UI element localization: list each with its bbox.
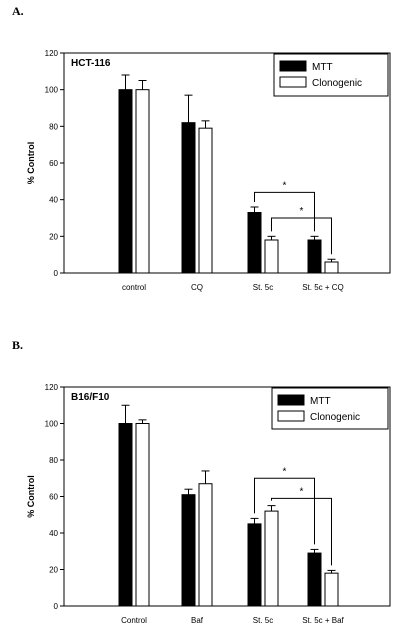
y-tick-label: 20	[49, 232, 58, 241]
y-axis-label: % Control	[26, 475, 36, 518]
category-label: St. 5c	[253, 283, 273, 292]
legend-swatch-clonogenic	[279, 76, 307, 88]
legend-label-clonogenic: Clonogenic	[312, 78, 362, 89]
y-tick-label: 20	[49, 566, 58, 575]
bar-mtt-0	[118, 423, 133, 607]
significance-star: *	[283, 466, 287, 477]
y-tick-label: 100	[45, 420, 59, 429]
chart-title: HCT-116	[71, 58, 111, 69]
bar-clonogenic-0	[135, 423, 150, 607]
legend-label-mtt: MTT	[310, 396, 331, 407]
category-label: St. 5c + CQ	[302, 283, 344, 292]
significance-bracket	[271, 217, 332, 255]
significance-bracket	[254, 477, 315, 545]
bar-clonogenic-1	[198, 483, 213, 607]
y-tick-label: 120	[45, 383, 59, 392]
y-tick-label: 40	[49, 529, 58, 538]
bar-mtt-3	[307, 239, 322, 274]
bar-clonogenic-0	[135, 89, 150, 274]
y-tick-label: 0	[54, 602, 59, 611]
bar-clonogenic-1	[198, 127, 213, 274]
y-tick-label: 60	[49, 159, 58, 168]
bar-mtt-0	[118, 89, 133, 274]
y-tick-label: 100	[45, 86, 59, 95]
chart-panel-0: 0 20 40 60 80 100 120 % Control HCT-116 control CQ…	[26, 49, 391, 292]
legend-box	[273, 53, 389, 97]
y-axis-label: % Control	[26, 142, 36, 185]
significance-star: *	[300, 486, 304, 497]
y-tick-label: 40	[49, 196, 58, 205]
category-label: control	[122, 283, 146, 292]
legend-swatch-mtt	[277, 394, 305, 406]
category-label: St. 5c	[253, 616, 273, 625]
bar-clonogenic-2	[264, 510, 279, 607]
chart-title: B16/F10	[71, 392, 110, 403]
y-tick-label: 0	[54, 269, 59, 278]
bar-clonogenic-3	[324, 572, 339, 607]
legend-label-mtt: MTT	[312, 62, 333, 73]
legend-swatch-clonogenic	[277, 410, 305, 422]
significance-bracket	[271, 497, 332, 566]
legend-swatch-mtt	[279, 60, 307, 72]
chart-panel-1: 0 20 40 60 80 100 120 % Control B16/F10 Control Ba…	[26, 383, 391, 625]
bar-mtt-2	[247, 523, 262, 607]
bar-clonogenic-3	[324, 261, 339, 274]
y-tick-label: 80	[49, 456, 58, 465]
bar-mtt-2	[247, 212, 262, 274]
category-label: Baf	[191, 616, 204, 625]
y-tick-label: 60	[49, 493, 58, 502]
category-label: Control	[121, 616, 147, 625]
significance-star: *	[283, 180, 287, 191]
panel-b-label: B.	[12, 338, 24, 352]
legend-label-clonogenic: Clonogenic	[310, 412, 360, 423]
bar-clonogenic-2	[264, 239, 279, 274]
y-tick-label: 120	[45, 49, 59, 58]
panel-a-label: A.	[12, 4, 24, 18]
y-tick-label: 80	[49, 122, 58, 131]
category-label: St. 5c + Baf	[302, 616, 344, 625]
significance-star: *	[300, 206, 304, 217]
bar-mtt-1	[181, 494, 196, 607]
bar-mtt-1	[181, 122, 196, 274]
significance-bracket	[254, 191, 315, 232]
category-label: CQ	[191, 283, 203, 292]
bar-mtt-3	[307, 552, 322, 607]
